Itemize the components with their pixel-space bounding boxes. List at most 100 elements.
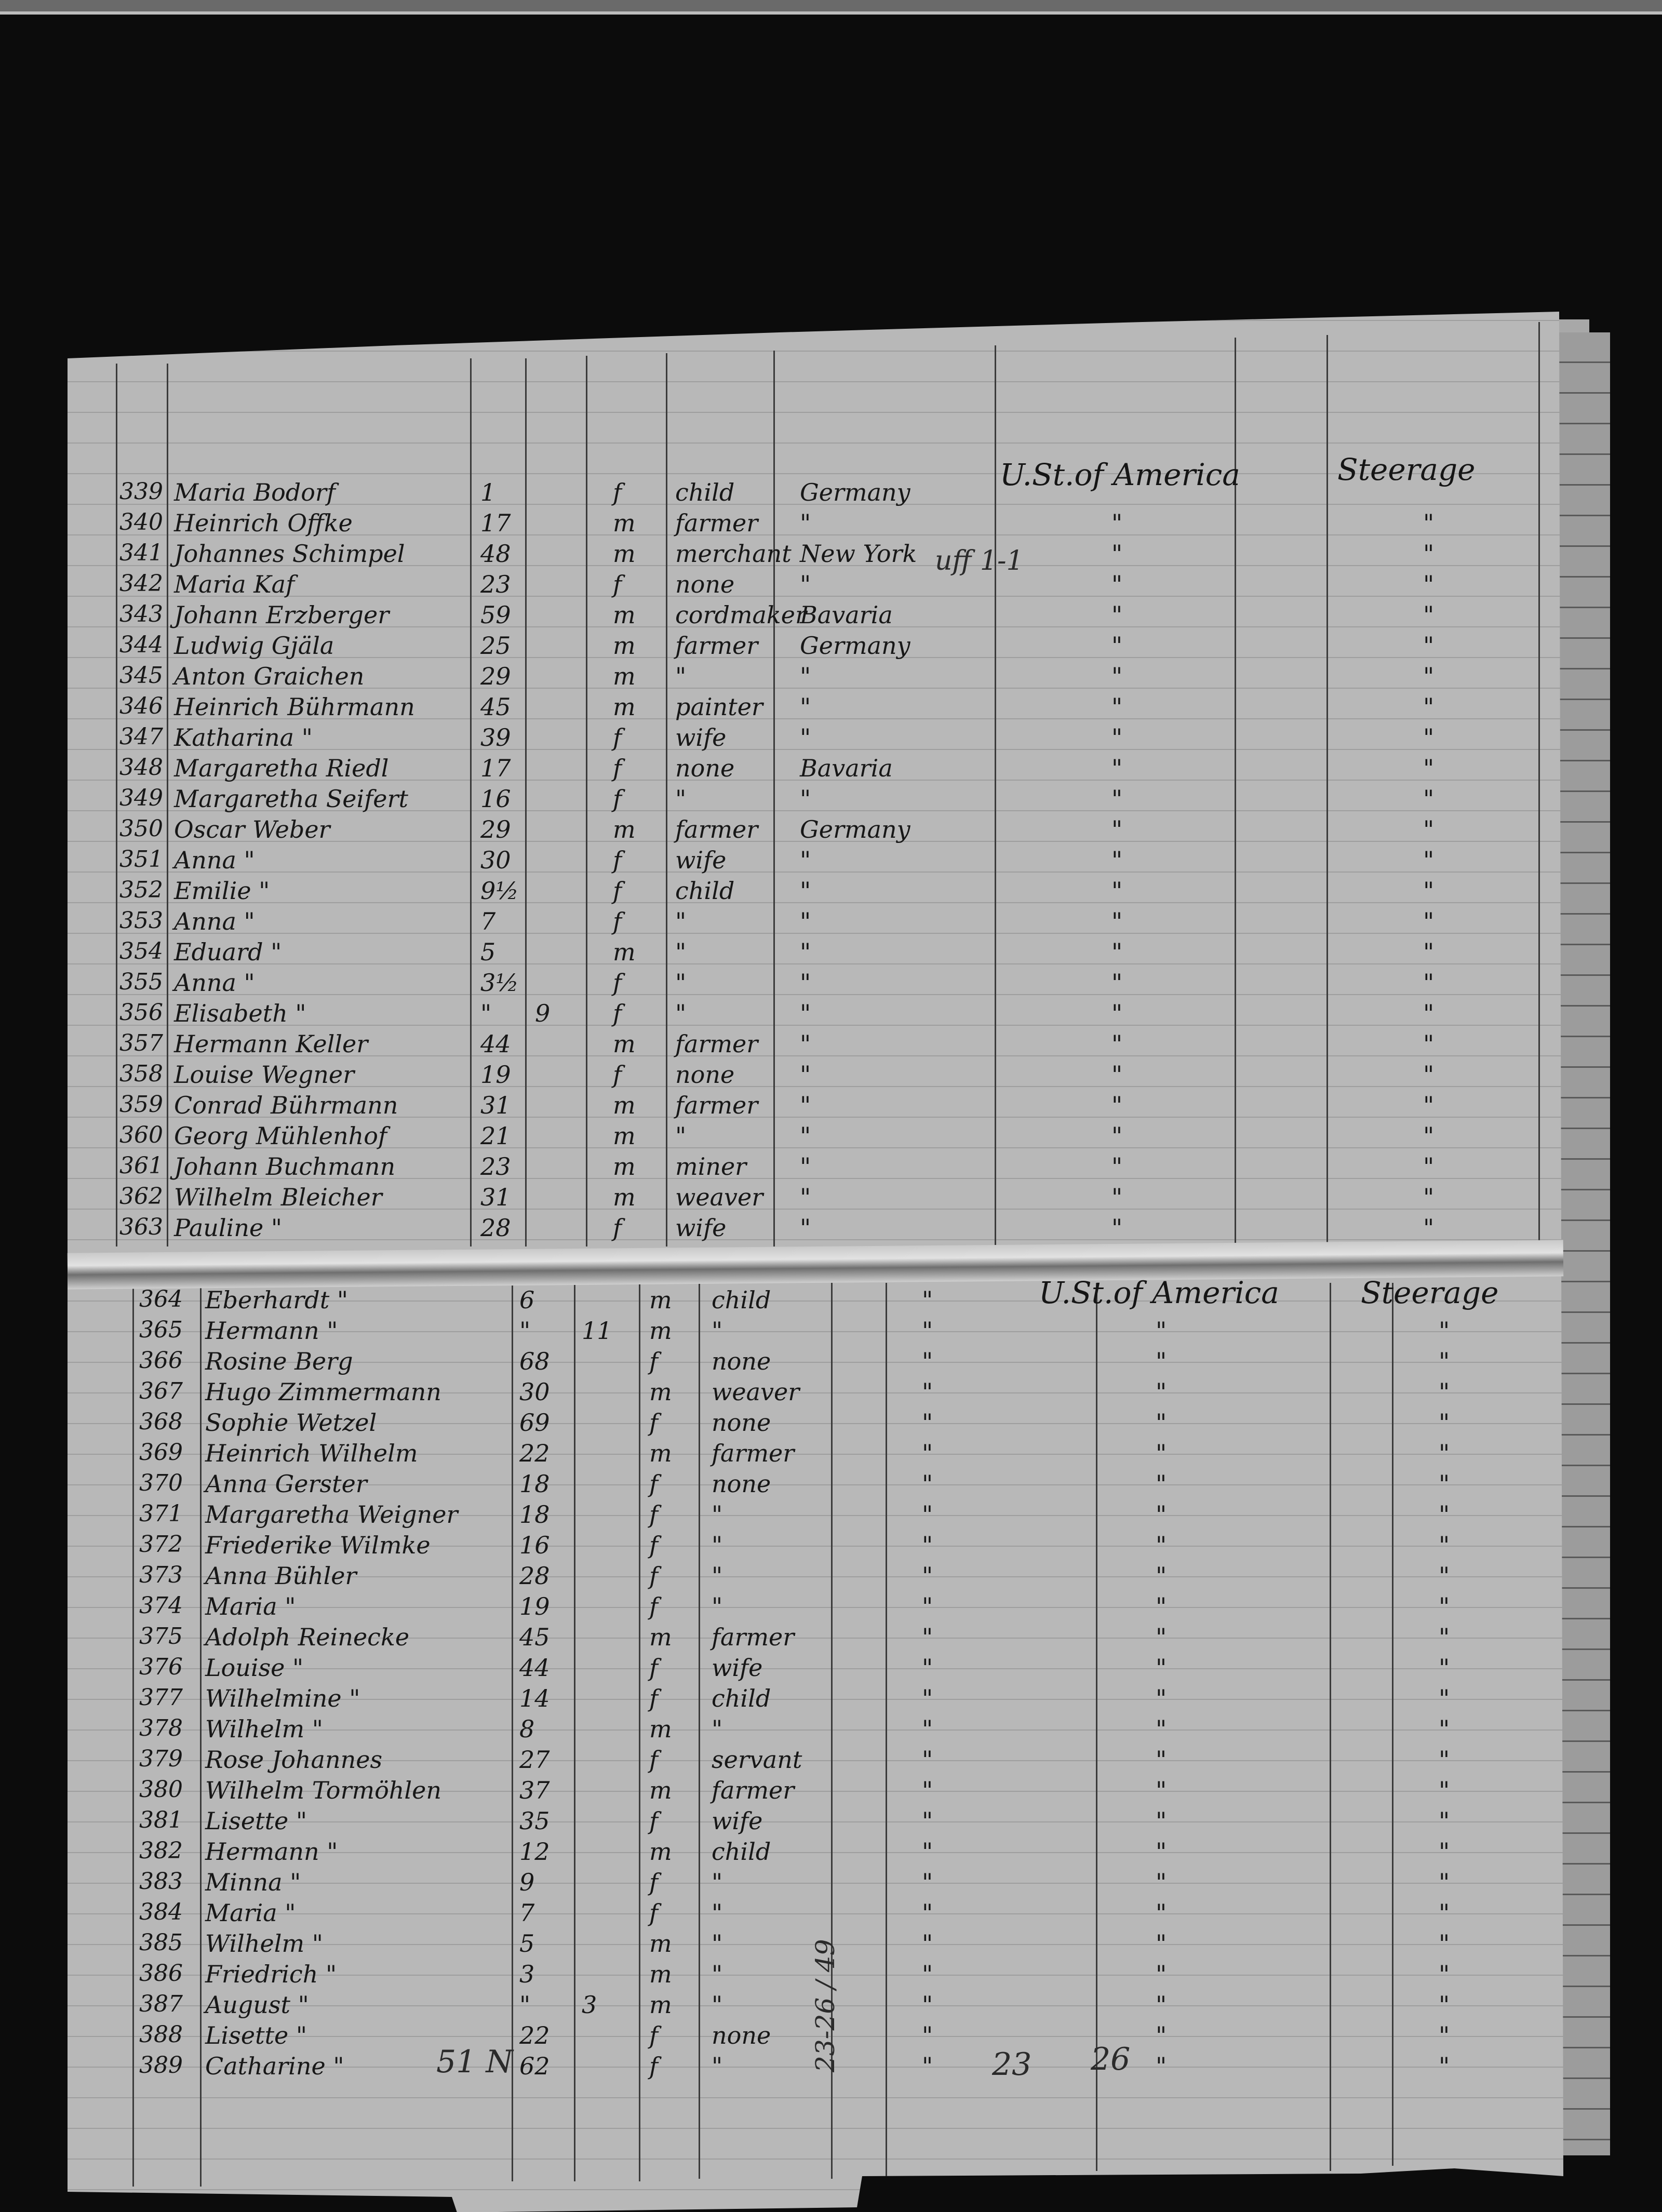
cell-destination: " xyxy=(1156,1991,1167,2019)
cell-name: Wilhelm Bleicher xyxy=(174,1183,382,1211)
cell-destination: " xyxy=(1156,1470,1167,1498)
cell-name: Adolph Reinecke xyxy=(205,1623,410,1651)
cell-age: 18 xyxy=(519,1500,550,1529)
cell-age: 19 xyxy=(519,1592,550,1620)
cell-no: 369 xyxy=(139,1439,183,1466)
cell-class: " xyxy=(1423,785,1435,813)
cell-occupation: wife xyxy=(712,1654,763,1682)
cell-sex: m xyxy=(613,1091,636,1119)
cell-class: " xyxy=(1423,1061,1435,1089)
cell-occupation: cordmaker xyxy=(675,601,807,629)
cell-country: " xyxy=(922,1470,933,1498)
column-rule xyxy=(574,1283,575,2181)
cell-occupation: child xyxy=(712,1286,771,1314)
cell-country: " xyxy=(922,1500,933,1529)
cell-class: " xyxy=(1439,1531,1450,1559)
cell-sex: f xyxy=(613,846,622,874)
cell-class: " xyxy=(1439,1317,1450,1345)
cell-age: 12 xyxy=(519,1838,550,1866)
cell-country: " xyxy=(922,1868,933,1896)
cell-no: 370 xyxy=(139,1470,183,1496)
cell-name: Sophie Wetzel xyxy=(205,1409,377,1437)
cell-no: 344 xyxy=(119,632,163,658)
column-rule xyxy=(470,358,472,1246)
cell-country: " xyxy=(800,1183,811,1211)
cell-destination: " xyxy=(1156,1807,1167,1835)
cell-age: 30 xyxy=(519,1378,550,1406)
cell-sex: f xyxy=(613,785,622,813)
cell-country: New York xyxy=(800,540,917,568)
cell-country: " xyxy=(800,877,811,905)
cell-destination: " xyxy=(1111,1152,1123,1181)
cell-occupation: servant xyxy=(712,1746,802,1774)
cell-sex: f xyxy=(613,877,622,905)
cell-destination: " xyxy=(1156,1868,1167,1896)
cell-sex: f xyxy=(649,1470,659,1498)
cell-country: " xyxy=(800,1061,811,1089)
cell-name: Wilhelm Tormöhlen xyxy=(205,1776,441,1804)
cell-occupation: " xyxy=(712,1715,723,1743)
cell-no: 387 xyxy=(139,1991,183,2017)
cell-occupation: child xyxy=(712,1838,771,1866)
cell-age: 22 xyxy=(519,1439,550,1467)
cell-country: Germany xyxy=(800,478,910,506)
cell-class: " xyxy=(1423,1152,1435,1181)
cell-sex: f xyxy=(613,1214,622,1242)
cell-name: Maria Kaf xyxy=(174,570,295,598)
column-rule xyxy=(995,345,996,1246)
cell-class: " xyxy=(1439,1470,1450,1498)
cell-occupation: wife xyxy=(675,1214,727,1242)
cell-age: 59 xyxy=(480,601,511,629)
cell-no: 348 xyxy=(119,754,163,781)
cell-no: 373 xyxy=(139,1562,183,1588)
cell-name: Margaretha Seifert xyxy=(174,785,408,813)
cell-name: Rose Johannes xyxy=(205,1746,383,1774)
cell-class: " xyxy=(1439,1562,1450,1590)
cell-destination: " xyxy=(1156,1684,1167,1712)
cell-no: 385 xyxy=(139,1929,183,1956)
cell-occupation: farmer xyxy=(675,815,758,843)
cell-occupation: " xyxy=(712,1991,723,2019)
cell-destination: " xyxy=(1111,662,1123,690)
cell-class: " xyxy=(1439,1776,1450,1804)
cell-destination: " xyxy=(1156,1378,1167,1406)
cell-sex: m xyxy=(613,632,636,660)
cell-country: " xyxy=(800,1214,811,1242)
cell-no: 350 xyxy=(119,815,163,842)
cell-country: " xyxy=(800,693,811,721)
cell-no: 367 xyxy=(139,1378,183,1404)
cell-age: 68 xyxy=(519,1347,550,1375)
cell-destination: " xyxy=(1111,1030,1123,1058)
cell-occupation: none xyxy=(712,1347,771,1375)
cell-name: Anna " xyxy=(174,969,255,997)
cell-occupation: none xyxy=(675,1061,735,1089)
cell-age: 16 xyxy=(480,785,511,813)
column-rule xyxy=(886,1283,887,2176)
cell-name: Hermann Keller xyxy=(174,1030,368,1058)
cell-no: 388 xyxy=(139,2021,183,2048)
cell-name: Wilhelm " xyxy=(205,1929,323,1958)
cell-sex: f xyxy=(649,1347,659,1375)
cell-occupation: wife xyxy=(712,1807,763,1835)
cell-destination: " xyxy=(1111,570,1123,598)
cell-age: 62 xyxy=(519,2052,550,2080)
cell-destination: " xyxy=(1111,540,1123,568)
cell-sex: m xyxy=(613,938,636,966)
cell-class: " xyxy=(1439,1868,1450,1896)
cell-no: 347 xyxy=(119,723,163,750)
cell-occupation: none xyxy=(712,1470,771,1498)
cell-age: 28 xyxy=(519,1562,550,1590)
cell-class: " xyxy=(1423,938,1435,966)
cell-sex: f xyxy=(649,1868,659,1896)
cell-sex: f xyxy=(613,478,622,506)
cell-class: " xyxy=(1423,1030,1435,1058)
cell-class: " xyxy=(1439,1409,1450,1437)
cell-no: 358 xyxy=(119,1061,163,1087)
cell-destination: " xyxy=(1111,907,1123,935)
cell-age: 69 xyxy=(519,1409,550,1437)
cell-no: 361 xyxy=(119,1152,163,1179)
cell-class: " xyxy=(1423,693,1435,721)
cell-age: 29 xyxy=(480,662,511,690)
margin-note-23: 23 xyxy=(992,2046,1032,2083)
cell-sex: m xyxy=(649,1715,672,1743)
